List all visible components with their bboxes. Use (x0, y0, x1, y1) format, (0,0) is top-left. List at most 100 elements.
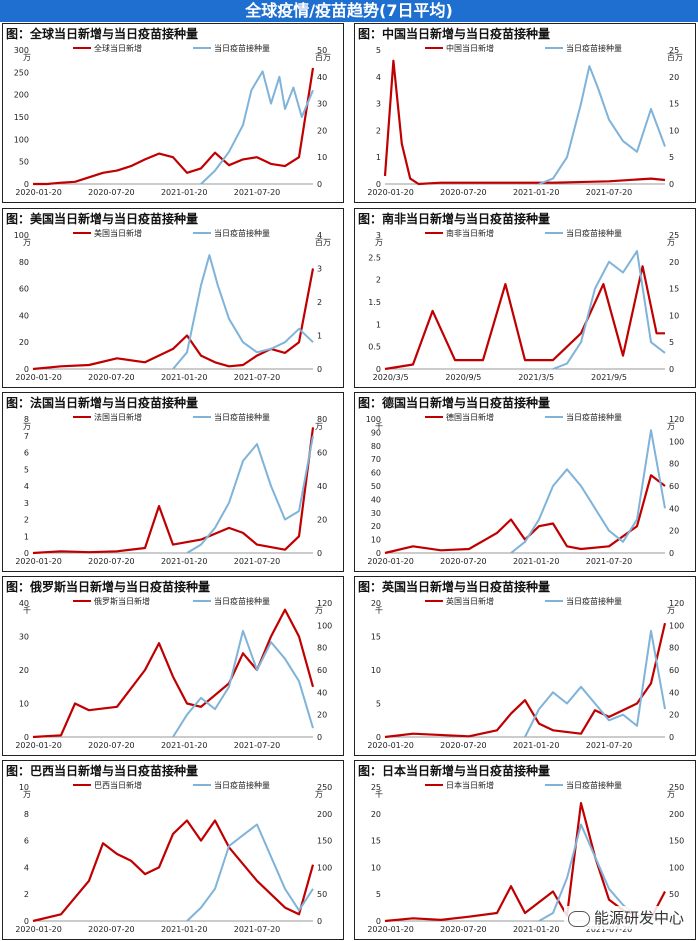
x-tick-label: 2020-07-20 (88, 925, 135, 934)
right-tick-label: 0 (317, 917, 322, 926)
right-unit-label: 万 (315, 422, 323, 431)
legend-label: 当日疫苗接种量 (566, 412, 622, 422)
series-line (33, 67, 315, 186)
right-tick-label: 100 (669, 437, 684, 446)
legend-label: 俄罗斯当日新增 (94, 596, 150, 606)
left-tick-label: 0 (24, 917, 29, 926)
left-tick-label: 0 (24, 733, 29, 742)
left-tick-label: 80 (371, 442, 381, 451)
right-tick-label: 150 (317, 837, 332, 846)
left-tick-label: 10 (371, 863, 381, 872)
left-unit-label: 万 (23, 238, 31, 247)
x-tick-label: 2021-01-20 (161, 188, 208, 197)
x-tick-label: 2020-07-20 (88, 741, 135, 750)
left-tick-label: 2 (376, 126, 381, 135)
right-tick-label: 50 (669, 890, 679, 899)
left-tick-label: 3 (24, 499, 29, 508)
right-tick-label: 5 (669, 338, 674, 347)
x-tick-label: 2021-01-20 (513, 741, 560, 750)
left-tick-label: 20 (19, 338, 29, 347)
watermark-text: 能源研发中心 (593, 909, 684, 927)
x-tick-label: 2020-01-20 (15, 188, 62, 197)
chart-svg: 0 20 40 60 80 100 0 1 2 3 4 万 百万 2020-01-20 2020-07-20… (14, 228, 331, 382)
right-tick-label: 120 (669, 599, 684, 608)
right-unit-label: 万 (667, 606, 675, 615)
legend-label: 德国当日新增 (446, 412, 494, 422)
right-tick-label: 120 (317, 599, 332, 608)
x-tick-label: 2021-07-20 (234, 741, 281, 750)
chart-panel: 图：美国当日新增与当日疫苗接种量 0 20 40 60 80 100 0 1 2 3 4 万 百万 2020… (2, 208, 344, 388)
x-tick-label: 2021/3/5 (518, 373, 554, 382)
chart-panel: 图：德国当日新增与当日疫苗接种量 0 10 20 30 40 50 60 70 80 90 100 0 2… (354, 392, 696, 572)
right-tick-label: 50 (317, 890, 327, 899)
left-tick-label: 100 (14, 135, 29, 144)
left-tick-label: 7 (24, 432, 29, 441)
left-tick-label: 1.5 (368, 298, 381, 307)
series-line (200, 70, 314, 185)
right-tick-label: 60 (669, 482, 679, 491)
legend-label: 当日疫苗接种量 (566, 780, 622, 790)
wechat-icon (567, 910, 590, 927)
left-tick-label: 60 (371, 469, 381, 478)
chart-svg: 0 5 10 15 20 0 20 40 60 80 100 120 千 万 2020-01-20 2020-… (367, 596, 684, 750)
chart-panel: 图：英国当日新增与当日疫苗接种量 0 5 10 15 20 0 20 40 60 80 100 120 千… (354, 576, 696, 756)
right-tick-label: 80 (317, 644, 327, 653)
chart-title: 图：巴西当日新增与当日疫苗接种量 (6, 764, 199, 778)
right-unit-label: 万 (667, 422, 675, 431)
chart-title: 图：全球当日新增与当日疫苗接种量 (6, 27, 199, 41)
left-tick-label: 0 (24, 180, 29, 189)
chart-panel: 图：法国当日新增与当日疫苗接种量 0 1 2 3 4 5 6 7 8 0 20 40 60 80 万万 2020… (2, 392, 344, 572)
x-tick-label: 2021-07-20 (586, 188, 633, 197)
legend-label: 当日疫苗接种量 (214, 43, 270, 53)
chart-title: 图：德国当日新增与当日疫苗接种量 (358, 396, 551, 410)
left-tick-label: 1 (24, 532, 29, 541)
chart-svg: 0 10 20 30 40 50 60 70 80 90 100 0 20 40 60 80 100 120 千 万 2… (366, 412, 685, 566)
legend-label: 法国当日新增 (94, 412, 142, 422)
chart-title: 图：中国当日新增与当日疫苗接种量 (358, 27, 551, 41)
series-line (510, 429, 666, 554)
series-line (32, 819, 315, 923)
legend-label: 当日疫苗接种量 (214, 228, 270, 238)
left-tick-label: 6 (24, 449, 29, 458)
legend-label: 美国当日新增 (94, 228, 142, 238)
chart-panel: 图：俄罗斯当日新增与当日疫苗接种量 0 10 20 30 40 0 20 40 60 80 100 12… (2, 576, 344, 756)
chart-title: 图：英国当日新增与当日疫苗接种量 (358, 580, 551, 594)
x-tick-label: 2020-01-20 (15, 557, 62, 566)
right-tick-label: 60 (317, 449, 327, 458)
series-line (186, 823, 314, 922)
x-tick-label: 2021-01-20 (161, 373, 208, 382)
left-unit-label: 千 (23, 605, 31, 615)
left-tick-label: 20 (19, 666, 29, 675)
x-tick-label: 2020-01-20 (15, 741, 62, 750)
left-tick-label: 40 (371, 495, 381, 504)
right-tick-label: 5 (669, 153, 674, 162)
right-tick-label: 40 (317, 482, 327, 491)
series-line (383, 59, 666, 186)
left-tick-label: 200 (14, 91, 29, 100)
left-tick-label: 3 (376, 100, 381, 109)
left-tick-label: 0.5 (368, 343, 381, 352)
x-tick-label: 2020-07-20 (88, 557, 135, 566)
x-tick-label: 2020-07-20 (440, 741, 487, 750)
left-tick-label: 10 (371, 666, 381, 675)
series-line (32, 427, 315, 555)
left-tick-label: 10 (19, 700, 29, 709)
x-tick-label: 2021/9/5 (591, 373, 627, 382)
x-tick-label: 2021-01-20 (161, 741, 208, 750)
left-unit-label: 万 (23, 790, 31, 799)
left-tick-label: 0 (376, 365, 381, 374)
series-line (384, 622, 667, 739)
left-unit-label: 万 (375, 238, 383, 247)
right-tick-label: 3 (317, 265, 322, 274)
right-tick-label: 0 (669, 549, 674, 558)
x-tick-label: 2021-01-20 (161, 557, 208, 566)
x-tick-label: 2020-01-20 (15, 925, 62, 934)
left-tick-label: 5 (24, 465, 29, 474)
legend-label: 日本当日新增 (446, 780, 494, 790)
left-tick-label: 10 (19, 783, 29, 792)
right-tick-label: 25 (669, 46, 679, 55)
right-tick-label: 20 (317, 516, 327, 525)
right-tick-label: 100 (669, 863, 684, 872)
